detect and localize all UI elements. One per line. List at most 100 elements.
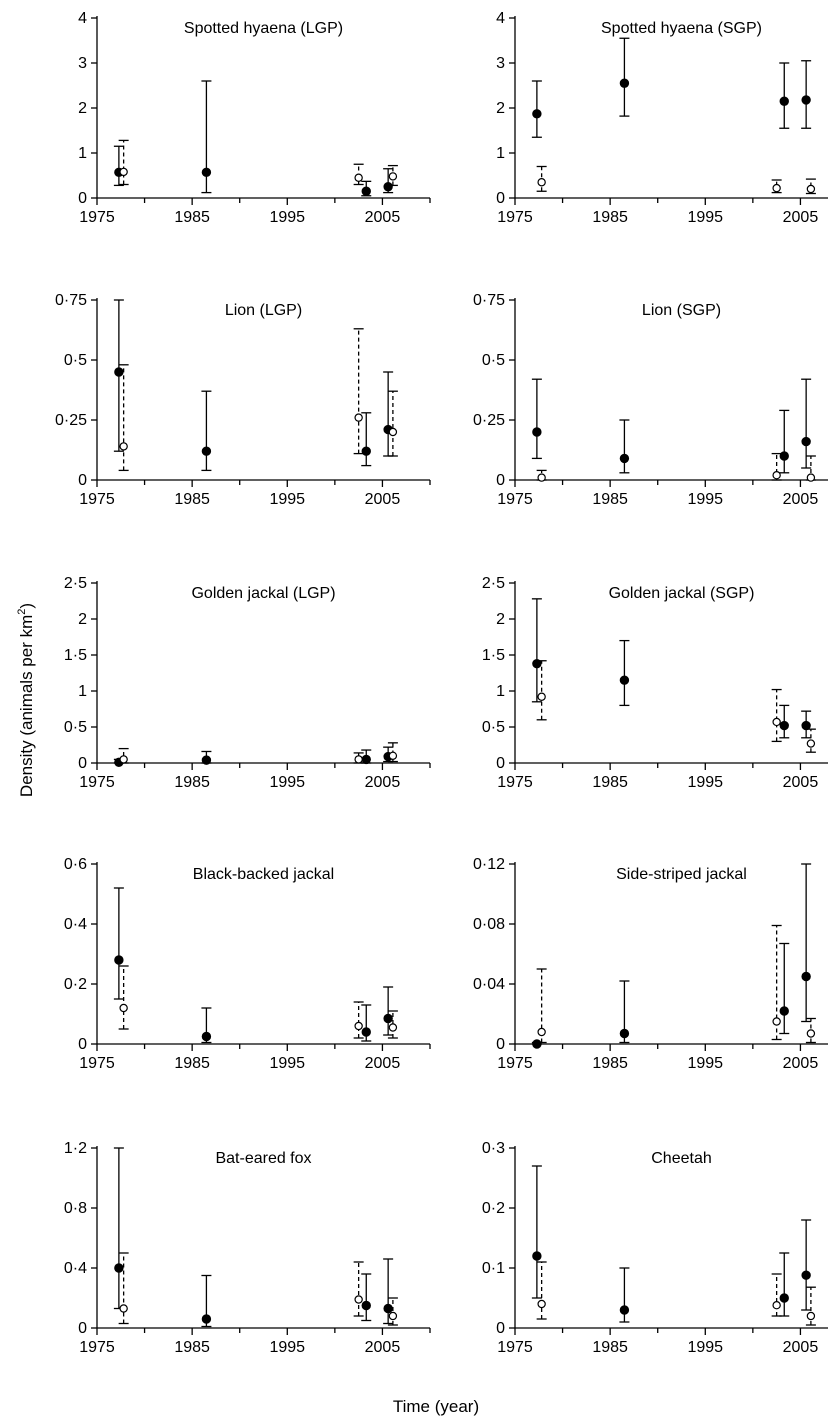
data-point-open: [388, 427, 398, 437]
data-point-filled: [532, 1039, 542, 1049]
data-point-filled: [532, 427, 542, 437]
y-tick-label: 0·75: [55, 292, 87, 309]
x-tick-label: 1975: [497, 491, 533, 508]
x-tick-label: 1995: [269, 491, 305, 508]
y-tick-label: 0·2: [482, 1200, 505, 1217]
data-point-filled: [779, 1293, 789, 1303]
chart-panel: 0 0·5 1 1·5 2 2·5 1975 1985 1995 2005 Golden jacka…: [64, 575, 431, 791]
x-axis-title: Time (year): [393, 1397, 479, 1416]
data-point-filled: [361, 446, 371, 456]
panel-title: Black-backed jackal: [193, 866, 334, 883]
y-tick-label: 1·2: [64, 1140, 87, 1157]
data-point-filled: [114, 1263, 124, 1273]
y-tick-label: 0·5: [482, 719, 505, 736]
data-point-open: [537, 692, 546, 701]
panel-title: Cheetah: [651, 1150, 712, 1167]
x-tick-label: 2005: [365, 774, 401, 791]
panel-title: Golden jackal (SGP): [609, 585, 755, 602]
y-axis-title-end: ): [17, 603, 36, 609]
data-point-open: [806, 739, 816, 748]
x-tick-label: 1985: [592, 774, 628, 791]
panel-title: Spotted hyaena (SGP): [601, 20, 762, 37]
x-tick-label: 1995: [687, 1339, 723, 1356]
data-point-filled: [532, 1251, 542, 1261]
y-tick-label: 0: [496, 190, 505, 207]
data-point-open: [119, 442, 128, 451]
panel-title: Spotted hyaena (LGP): [184, 20, 343, 37]
y-tick-label: 0: [78, 1036, 87, 1053]
x-tick-label: 2005: [783, 209, 819, 226]
y-tick-label: 0·1: [482, 1260, 505, 1277]
data-point-open: [806, 184, 816, 194]
data-point-open: [119, 755, 128, 764]
data-point-open: [537, 473, 546, 482]
y-tick-label: 0: [78, 472, 87, 489]
x-tick-label: 1995: [269, 774, 305, 791]
data-point-filled: [801, 95, 811, 105]
data-point-filled: [619, 1028, 630, 1039]
y-tick-label: 4: [496, 10, 505, 27]
x-tick-label: 1985: [174, 491, 210, 508]
x-tick-label: 1985: [174, 774, 210, 791]
y-tick-label: 0·5: [482, 352, 505, 369]
x-tick-label: 2005: [783, 1339, 819, 1356]
x-tick-label: 2005: [365, 1339, 401, 1356]
chart-panel: 0 0·04 0·08 0·12 1975 1985 1995 2005 Side-stripe…: [473, 856, 828, 1072]
y-tick-label: 1: [78, 683, 87, 700]
y-tick-label: 0: [78, 190, 87, 207]
data-point-open: [537, 178, 546, 187]
data-point-filled: [361, 1027, 371, 1037]
x-tick-label: 1985: [174, 1055, 210, 1072]
y-tick-label: 0·12: [473, 856, 505, 873]
data-point-open: [119, 1304, 128, 1313]
x-tick-label: 1995: [687, 209, 723, 226]
x-tick-label: 1995: [687, 774, 723, 791]
data-point-filled: [801, 971, 811, 982]
y-tick-label: 0·4: [64, 1260, 87, 1277]
x-tick-label: 1995: [269, 1339, 305, 1356]
data-point-filled: [201, 167, 212, 178]
data-point-filled: [532, 109, 542, 119]
data-point-filled: [619, 78, 630, 88]
panel-title: Lion (SGP): [642, 302, 721, 319]
data-point-open: [388, 172, 398, 181]
x-tick-label: 1975: [497, 774, 533, 791]
data-point-open: [806, 1311, 816, 1321]
y-axis-title-main: Density (animals per km: [17, 615, 36, 797]
x-tick-label: 1975: [497, 1339, 533, 1356]
x-tick-label: 1975: [79, 1055, 115, 1072]
y-tick-label: 0: [496, 1320, 505, 1337]
y-tick-label: 2: [78, 611, 87, 628]
x-tick-label: 1975: [497, 1055, 533, 1072]
y-tick-label: 1·5: [64, 647, 87, 664]
x-tick-label: 1975: [79, 774, 115, 791]
chart-panel: 0 0·25 0·5 0·75 1975 1985 1995 2005 Lion (SGP): [473, 292, 828, 508]
chart-panel: 0 1 2 3 4 1975 1985 1995 2005 Spotted hyaena (SGP…: [496, 10, 828, 226]
data-point-open: [772, 717, 781, 727]
y-tick-label: 0·04: [473, 976, 505, 993]
data-point-open: [806, 1029, 816, 1038]
data-point-filled: [801, 436, 811, 447]
data-point-filled: [801, 720, 811, 731]
y-tick-label: 0: [496, 472, 505, 489]
data-point-filled: [201, 755, 212, 765]
panel-title: Lion (LGP): [225, 302, 302, 319]
y-tick-label: 3: [496, 55, 505, 72]
x-tick-label: 1995: [687, 1055, 723, 1072]
data-point-filled: [383, 182, 393, 192]
y-tick-label: 0·6: [64, 856, 87, 873]
data-point-filled: [779, 720, 789, 731]
data-point-filled: [619, 675, 630, 685]
data-point-open: [119, 167, 128, 177]
x-tick-label: 1995: [687, 491, 723, 508]
data-point-filled: [801, 1270, 811, 1280]
y-tick-label: 0·3: [482, 1140, 505, 1157]
y-tick-label: 0·25: [55, 412, 87, 429]
y-axis-title: Density (animals per km2): [16, 603, 36, 797]
chart-panel: 0 0·1 0·2 0·3 1975 1985 1995 2005 Cheetah: [482, 1140, 828, 1356]
chart-panel: 0 0·5 1 1·5 2 2·5 1975 1985 1995 2005 Golden jacka…: [482, 575, 828, 791]
y-tick-label: 2: [496, 100, 505, 117]
chart-panel: 0 0·25 0·5 0·75 1975 1985 1995 2005 Lion (LGP): [55, 292, 431, 508]
data-point-filled: [114, 955, 124, 965]
y-tick-label: 0·25: [473, 412, 505, 429]
